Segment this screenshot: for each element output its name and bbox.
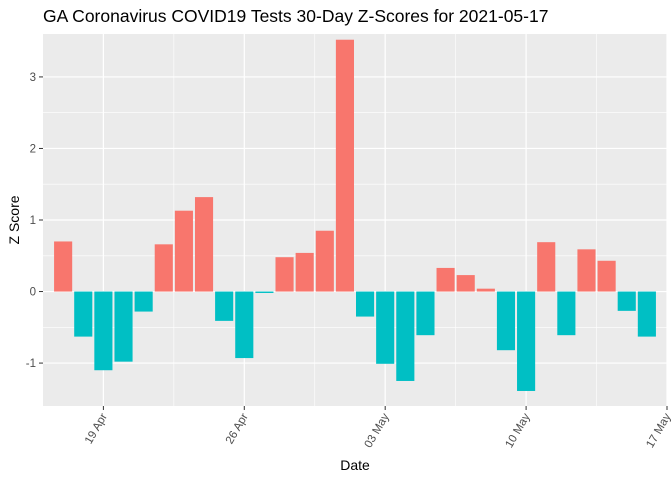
y-tick-label: 1 [30,215,36,227]
y-tick-label: 2 [30,143,36,155]
y-axis-title: Z Score [6,195,22,244]
x-tick-label: 17 May [644,411,672,450]
bar [335,39,354,292]
bar [396,291,415,381]
bar [617,291,636,311]
bar [436,267,455,292]
bar [456,275,475,292]
x-axis: 19 Apr 26 Apr 03 May 10 May 17 May [83,406,672,450]
bar [114,291,133,362]
bar [134,291,153,312]
bar [557,291,576,336]
bar [94,291,113,371]
bar [476,288,495,292]
bar [597,260,616,292]
chart-title: GA Coronavirus COVID19 Tests 30-Day Z-Sc… [43,6,548,26]
x-tick-label: 26 Apr [224,411,251,446]
bar [376,291,395,364]
x-tick-label: 10 May [503,411,532,450]
x-tick-label: 19 Apr [83,411,110,446]
bar [315,230,334,292]
bar [74,291,93,337]
bar [154,244,173,292]
x-tick-label: 03 May [363,411,392,450]
bar [275,257,294,292]
bar [537,242,556,292]
bar [517,291,536,391]
bar [255,291,274,293]
bar [194,197,214,292]
bar [416,291,435,336]
bar [496,291,516,351]
bar [637,291,656,337]
bar [174,210,193,292]
bar [577,249,596,292]
bar [356,291,375,317]
bar [215,291,234,321]
y-axis: -1 0 1 2 3 [26,72,43,370]
y-tick-label: 3 [30,72,36,84]
y-tick-label: 0 [30,287,36,299]
bar [54,241,73,292]
bars [54,39,656,391]
bar [295,252,314,292]
y-tick-label: -1 [26,358,36,370]
bar [235,291,254,359]
x-axis-title: Date [340,457,370,473]
